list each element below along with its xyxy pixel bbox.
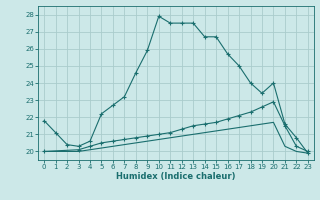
X-axis label: Humidex (Indice chaleur): Humidex (Indice chaleur) (116, 172, 236, 181)
